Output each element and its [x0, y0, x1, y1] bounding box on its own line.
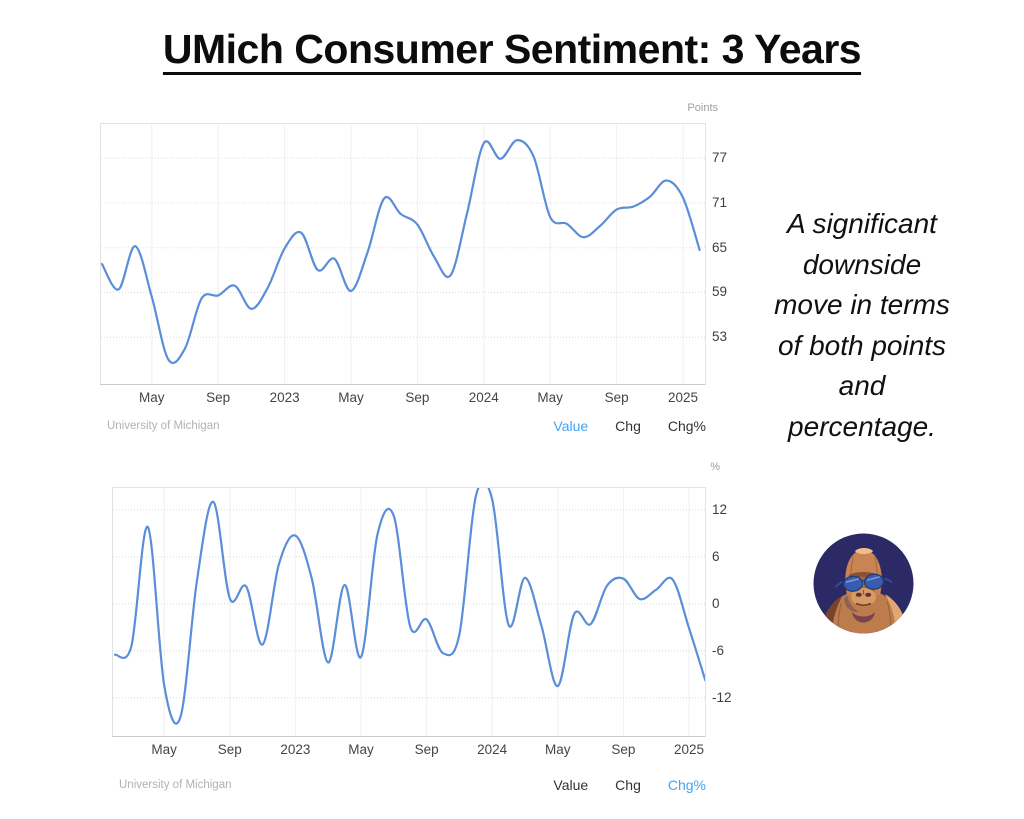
y-tick-label: 6 [712, 548, 720, 564]
series-line [113, 488, 705, 725]
annotation-text: A significant downside move in terms of … [774, 208, 950, 442]
x-tick-label: May [545, 742, 571, 757]
chart-footer: University of Michigan Value Chg Chg% [107, 418, 706, 434]
toggle-value[interactable]: Value [553, 777, 589, 793]
x-tick-label: 2025 [673, 742, 705, 757]
x-tick-label: 2024 [477, 742, 508, 757]
line-plot-value[interactable] [100, 123, 707, 385]
y-tick-label: 59 [712, 284, 728, 300]
series-toggles: Value Chg Chg% [553, 777, 706, 793]
x-tick-label: 2024 [468, 390, 499, 405]
y-tick-label: 12 [712, 501, 728, 517]
y-tick-label: 77 [712, 150, 728, 166]
x-tick-label: Sep [414, 742, 439, 757]
x-tick-label: May [338, 390, 364, 405]
y-tick-label: 71 [712, 194, 728, 210]
y-axis-unit-label: Points [687, 102, 718, 114]
sentiment-change-pct-chart: % 12 6 0 -6 -12 May Sep 2023 May Sep 2024 May Sep 20… [112, 455, 760, 800]
gorilla-sunglasses-icon [813, 533, 914, 634]
x-tick-label: May [537, 390, 563, 405]
sentiment-value-chart: Points 77 71 65 59 53 May Sep 2023 May Sep 2024 Ma… [100, 96, 760, 452]
source-attribution: University of Michigan [107, 420, 220, 432]
toggle-chg[interactable]: Chg [615, 777, 641, 793]
x-tick-label: Sep [611, 742, 636, 757]
sunglasses-icon [834, 573, 893, 592]
x-tick-label: Sep [604, 390, 629, 405]
toggle-value[interactable]: Value [553, 418, 589, 434]
series-line [101, 139, 701, 365]
gorilla-avatar [813, 533, 914, 634]
y-tick-label: -6 [712, 642, 725, 658]
x-tick-label: 2023 [280, 742, 311, 757]
x-tick-label: May [139, 390, 165, 405]
toggle-chg-pct[interactable]: Chg% [667, 418, 706, 434]
y-tick-label: 65 [712, 239, 728, 255]
y-axis-unit-label: % [710, 461, 720, 473]
x-tick-label: Sep [217, 742, 242, 757]
toggle-chg-pct[interactable]: Chg% [667, 777, 706, 793]
x-tick-label: May [151, 742, 177, 757]
chart-footer: University of Michigan Value Chg Chg% [119, 777, 706, 793]
y-tick-label: 53 [712, 329, 728, 345]
x-tick-label: 2023 [269, 390, 300, 405]
x-tick-label: May [348, 742, 374, 757]
page-title: UMich Consumer Sentiment: 3 Years [162, 26, 862, 72]
x-tick-label: Sep [405, 390, 430, 405]
line-plot-chg-pct[interactable] [112, 487, 707, 737]
x-tick-label: Sep [206, 390, 231, 405]
source-attribution: University of Michigan [119, 779, 232, 791]
y-tick-label: -12 [712, 689, 732, 705]
plot-border [100, 123, 706, 385]
series-toggles: Value Chg Chg% [553, 418, 706, 434]
x-tick-label: 2025 [667, 390, 699, 405]
toggle-chg[interactable]: Chg [615, 418, 641, 434]
plot-border [112, 487, 706, 737]
y-tick-label: 0 [712, 595, 720, 611]
